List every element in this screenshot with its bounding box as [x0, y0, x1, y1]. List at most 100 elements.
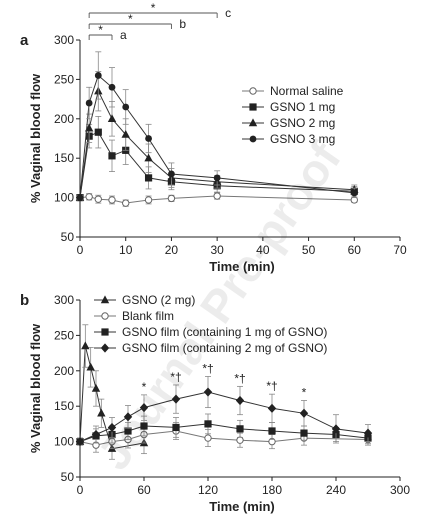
y-tick-label: 150	[54, 151, 74, 165]
data-point	[91, 429, 101, 440]
legend-label: GSNO film (containing 1 mg of GSNO)	[122, 325, 327, 339]
data-point	[123, 412, 133, 422]
x-tick-label: 30	[210, 243, 224, 257]
data-point	[145, 135, 152, 142]
data-point	[213, 192, 221, 200]
data-point	[85, 193, 93, 201]
legend-marker	[249, 103, 257, 111]
y-tick-label: 100	[54, 435, 74, 449]
legend-entry: GSNO 3 mg	[242, 132, 335, 146]
data-point	[171, 394, 181, 404]
x-tick-label: 180	[262, 483, 282, 497]
x-tick-label: 60	[137, 483, 151, 497]
legend-entry: Normal saline	[242, 84, 344, 98]
y-axis-label: % Vaginal blood flow	[28, 323, 43, 453]
data-point	[108, 196, 116, 204]
bracket-symbol: *	[128, 12, 133, 26]
data-point	[204, 420, 212, 428]
x-tick-label: 70	[393, 243, 407, 257]
data-point	[235, 395, 245, 406]
legend-entry: GSNO film (containing 2 mg of GSNO)	[94, 341, 327, 355]
significance-mark: *†	[266, 379, 277, 393]
data-point	[75, 437, 85, 447]
significance-mark: *†	[202, 361, 213, 375]
data-point	[140, 422, 148, 430]
data-point	[97, 408, 106, 417]
bracket-label: c	[225, 6, 231, 20]
x-axis-label: Time (min)	[209, 499, 275, 514]
data-point	[81, 341, 90, 350]
data-point	[299, 408, 309, 418]
legend-marker	[101, 312, 109, 320]
legend-marker	[100, 295, 110, 304]
data-point	[213, 174, 221, 182]
significance-mark: *	[302, 386, 307, 400]
x-tick-label: 300	[390, 483, 410, 497]
x-tick-label: 50	[302, 243, 316, 257]
data-point	[86, 362, 95, 371]
data-point	[144, 153, 153, 162]
legend-label: Blank film	[122, 309, 174, 323]
data-point	[167, 194, 176, 203]
y-tick-label: 300	[54, 293, 74, 307]
data-point	[204, 434, 212, 442]
legend-entry: GSNO film (containing 1 mg of GSNO)	[94, 325, 327, 339]
series-4	[75, 376, 373, 447]
data-point	[94, 128, 102, 136]
y-tick-label: 150	[54, 399, 74, 413]
legend-label: GSNO 3 mg	[270, 132, 335, 146]
y-tick-label: 50	[61, 230, 75, 244]
legend-marker	[249, 135, 257, 143]
legend-entry: GSNO 1 mg	[242, 100, 335, 114]
legend-marker	[101, 328, 109, 336]
series-4	[76, 51, 358, 202]
panel-letter: a	[20, 32, 29, 49]
legend-entry: Blank film	[94, 309, 174, 323]
legend-label: GSNO film (containing 2 mg of GSNO)	[122, 341, 327, 355]
bracket-label: b	[179, 17, 186, 31]
y-axis-label: % Vaginal blood flow	[28, 73, 43, 203]
significance-mark: *†	[170, 370, 181, 384]
x-tick-label: 120	[198, 483, 218, 497]
y-tick-label: 200	[54, 364, 74, 378]
y-tick-label: 250	[54, 72, 74, 86]
x-tick-label: 40	[256, 243, 270, 257]
legend-label: GSNO (2 mg)	[122, 293, 195, 307]
y-tick-label: 250	[54, 328, 74, 342]
legend-marker	[249, 87, 257, 95]
data-point	[350, 189, 358, 197]
legend-entry: GSNO (2 mg)	[94, 293, 195, 307]
bracket-label: a	[120, 28, 127, 42]
data-point	[121, 129, 130, 138]
data-point	[363, 428, 373, 438]
data-point	[107, 114, 117, 122]
x-tick-label: 10	[119, 243, 133, 257]
data-point	[168, 170, 175, 178]
y-tick-label: 50	[61, 470, 75, 484]
data-point	[94, 72, 102, 79]
x-tick-label: 60	[348, 243, 362, 257]
panel-letter: b	[20, 292, 29, 309]
data-point	[236, 425, 244, 433]
x-axis-label: Time (min)	[209, 259, 275, 274]
significance-bracket: * b	[88, 12, 186, 31]
x-tick-label: 240	[326, 483, 346, 497]
legend-marker	[100, 343, 110, 353]
panel-a: a 50 100 150 200 250 300 0 10 20 30 40 50 60 70 % Vagin…	[20, 1, 407, 274]
significance-mark: *	[142, 380, 147, 394]
legend-label: GSNO 1 mg	[270, 100, 335, 114]
data-point	[76, 194, 84, 202]
bracket-symbol: *	[151, 1, 156, 15]
data-point	[122, 103, 130, 111]
y-tick-label: 100	[54, 191, 74, 205]
data-point	[122, 199, 130, 207]
data-point	[300, 429, 308, 437]
data-point	[331, 424, 341, 434]
data-point	[108, 152, 116, 160]
data-point	[172, 423, 180, 432]
y-tick-label: 200	[54, 112, 74, 126]
data-point	[91, 383, 101, 392]
data-point	[236, 436, 244, 444]
data-point	[267, 403, 277, 413]
data-point	[203, 387, 213, 397]
